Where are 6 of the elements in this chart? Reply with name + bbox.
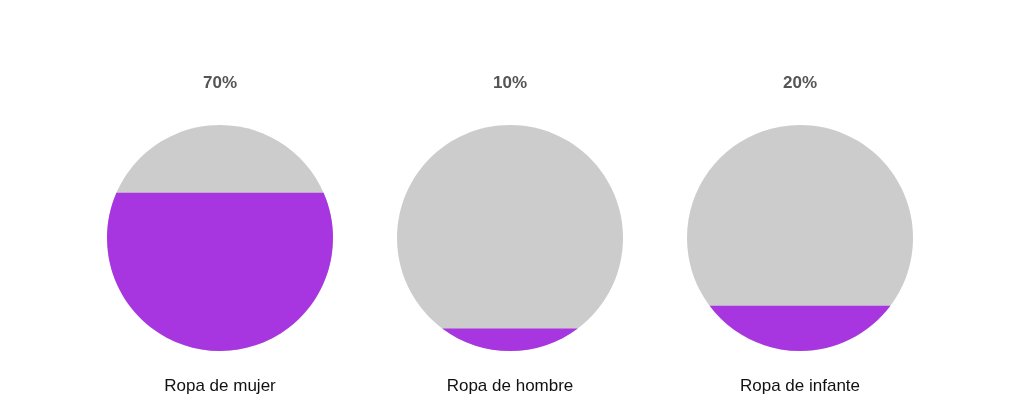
- category-label: Ropa de mujer: [164, 376, 277, 395]
- data-label: 10%: [492, 73, 528, 92]
- data-label: 70%: [202, 73, 238, 92]
- data-label: 20%: [782, 73, 818, 92]
- category-label: Ropa de hombre: [446, 376, 574, 395]
- category-label: Ropa de infante: [739, 376, 861, 395]
